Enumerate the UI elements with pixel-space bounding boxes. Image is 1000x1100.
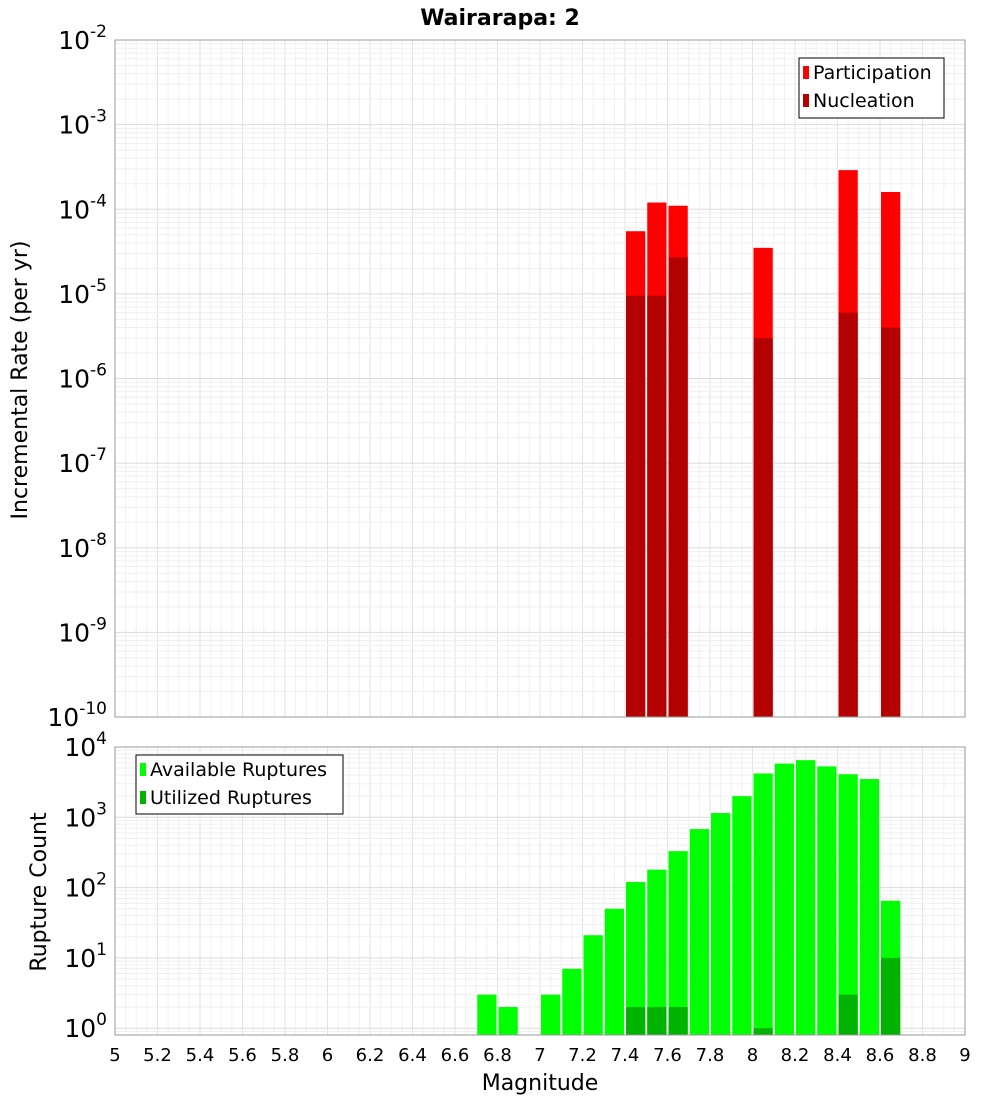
magnitude-x-tick-label: 5.8 <box>271 1045 300 1066</box>
count-bar-available-ruptures <box>668 851 688 1035</box>
count-y-tick-label: 102 <box>64 870 107 903</box>
count-legend: Available Ruptures Utilized Ruptures <box>135 754 344 815</box>
count-y-tick-label: 100 <box>64 1010 107 1043</box>
rate-y-tick-labels: 10-10 10-9 10-8 10-7 10-6 10-5 10-4 10-3 10-2 <box>47 22 107 732</box>
magnitude-x-tick-label: 7.4 <box>611 1045 640 1066</box>
rate-bar-nucleation <box>668 257 688 717</box>
magnitude-x-tick-label: 8 <box>747 1045 758 1066</box>
count-legend-box <box>135 754 344 815</box>
rate-y-tick-label: 10-3 <box>58 107 107 140</box>
count-bar-available-ruptures <box>626 882 646 1035</box>
magnitude-x-tick-label: 8.2 <box>781 1045 810 1066</box>
utilized-legend-swatch <box>140 791 146 804</box>
count-bar-utilized-ruptures <box>668 1007 688 1035</box>
rate-bars <box>626 170 901 718</box>
participation-legend-label: Participation <box>813 62 932 84</box>
count-bar-available-ruptures <box>562 968 582 1035</box>
magnitude-x-tick-label: 5 <box>109 1045 120 1066</box>
magnitude-x-tick-label: 5.6 <box>228 1045 257 1066</box>
nucleation-legend-swatch <box>803 94 809 107</box>
magnitude-x-tick-label: 8.6 <box>866 1045 895 1066</box>
count-bar-available-ruptures <box>817 766 837 1035</box>
magnitude-x-tick-label: 9 <box>959 1045 970 1066</box>
count-bar-available-ruptures <box>604 908 624 1035</box>
rate-y-tick-label: 10-8 <box>58 530 107 563</box>
count-bar-available-ruptures <box>498 1007 518 1035</box>
rate-y-axis-label: Incremental Rate (per yr) <box>8 241 33 520</box>
magnitude-x-tick-label: 6 <box>322 1045 333 1066</box>
magnitude-x-tick-label: 6.8 <box>483 1045 512 1066</box>
count-bar-utilized-ruptures <box>838 994 858 1035</box>
magnitude-x-tick-label: 8.4 <box>823 1045 852 1066</box>
rate-y-tick-label: 10-5 <box>58 276 107 309</box>
rate-bar-nucleation <box>881 327 901 717</box>
count-bar-available-ruptures <box>859 779 879 1035</box>
magnitude-x-tick-label: 7.6 <box>653 1045 682 1066</box>
magnitude-x-tick-label: 7.2 <box>568 1045 597 1066</box>
count-bar-available-ruptures <box>796 760 816 1035</box>
rate-legend-box <box>798 57 945 119</box>
count-bars <box>477 760 901 1035</box>
rate-bar-nucleation <box>626 295 646 717</box>
count-bar-utilized-ruptures <box>753 1028 773 1035</box>
count-y-axis-label: Rupture Count <box>27 812 52 972</box>
nucleation-legend-label: Nucleation <box>813 90 915 112</box>
count-bar-available-ruptures <box>711 813 731 1035</box>
magnitude-x-tick-labels: 5 5.2 5.4 5.6 5.8 6 6.2 6.4 6.6 6.8 7 7.2 7.4 7.6 7.8 8… <box>109 1045 970 1066</box>
count-bar-utilized-ruptures <box>881 957 901 1035</box>
count-bar-available-ruptures <box>732 796 752 1035</box>
count-bar-available-ruptures <box>753 773 773 1035</box>
chart-title: Wairarapa: 2 <box>420 6 580 31</box>
count-y-tick-labels: 100 101 102 103 104 <box>64 729 107 1043</box>
rate-y-tick-label: 10-7 <box>58 445 107 478</box>
rate-bar-nucleation <box>838 312 858 717</box>
count-y-tick-label: 103 <box>64 799 107 832</box>
rate-grid <box>114 39 966 718</box>
count-bar-utilized-ruptures <box>647 1007 667 1035</box>
magnitude-x-tick-label: 6.2 <box>356 1045 385 1066</box>
rate-bar-nucleation <box>647 295 667 717</box>
count-bar-utilized-ruptures <box>626 1007 646 1035</box>
rate-panel: 10-10 10-9 10-8 10-7 10-6 10-5 10-4 10-3 10-2 In… <box>8 22 966 732</box>
count-y-tick-label: 101 <box>64 940 107 973</box>
magnitude-x-tick-label: 6.4 <box>398 1045 427 1066</box>
count-bar-available-ruptures <box>689 829 709 1035</box>
count-bar-available-ruptures <box>838 774 858 1035</box>
rate-y-tick-label: 10-2 <box>58 22 107 55</box>
rate-y-tick-label: 10-9 <box>58 614 107 647</box>
count-panel: 100 101 102 103 104 5 5.2 5.4 5.6 5.8 6 6.2 6.4 6.6 6… <box>27 729 971 1096</box>
x-axis-label: Magnitude <box>482 1071 599 1096</box>
magnitude-x-tick-label: 6.6 <box>441 1045 470 1066</box>
count-bar-available-ruptures <box>647 869 667 1035</box>
rate-bar-nucleation <box>753 338 773 717</box>
rate-plot-frame <box>114 39 966 718</box>
rate-y-tick-label: 10-4 <box>58 191 107 224</box>
rate-y-tick-label: 10-6 <box>58 361 107 394</box>
count-bar-available-ruptures <box>541 994 561 1035</box>
magnitude-x-tick-label: 8.8 <box>908 1045 937 1066</box>
participation-legend-swatch <box>803 66 809 79</box>
rate-y-tick-label: 10-10 <box>47 699 107 732</box>
magnitude-x-tick-label: 5.4 <box>186 1045 215 1066</box>
available-legend-label: Available Ruptures <box>150 759 327 781</box>
available-legend-swatch <box>140 763 146 776</box>
count-bar-available-ruptures <box>774 763 794 1035</box>
magnitude-x-tick-label: 7 <box>534 1045 545 1066</box>
magnitude-x-tick-label: 5.2 <box>143 1045 172 1066</box>
count-bar-available-ruptures <box>583 935 603 1035</box>
utilized-legend-label: Utilized Ruptures <box>150 787 312 809</box>
magnitude-x-tick-label: 7.8 <box>696 1045 725 1066</box>
count-y-tick-label: 104 <box>64 729 107 762</box>
count-bar-available-ruptures <box>477 994 497 1035</box>
rate-legend: Participation Nucleation <box>798 57 945 119</box>
count-plot-frame <box>114 746 966 1036</box>
